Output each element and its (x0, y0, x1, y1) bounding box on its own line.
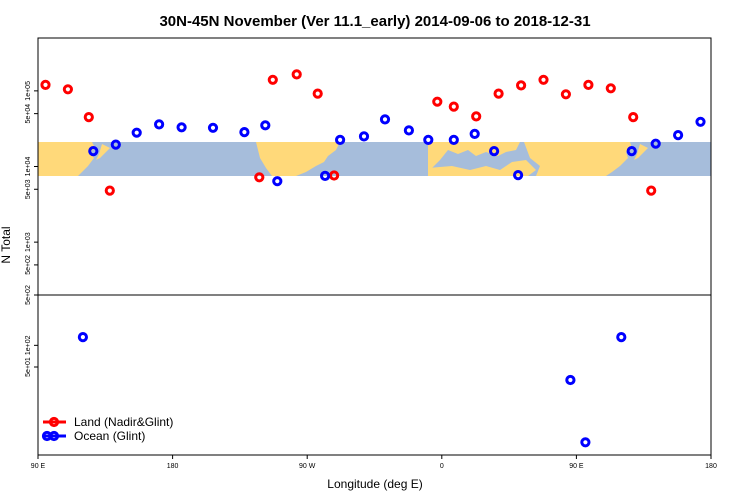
ocean-point (650, 138, 661, 149)
y-axes: 1e+05 5e+04 1e+04 5e+03 1e+03 5e+02 5e+02 1e+02… (25, 81, 38, 377)
ocean-point (239, 127, 250, 138)
ocean-point (489, 146, 500, 157)
x-tick-label: 90 W (299, 463, 316, 470)
upper-y-tick-label: 5e+02 (25, 255, 32, 275)
land-asia-east (524, 142, 632, 176)
land-point (267, 74, 278, 85)
ocean-point (207, 122, 219, 133)
lower-y-tick-label: 5e+01 (25, 357, 32, 377)
upper-y-tick-label: 5e+03 (25, 179, 32, 199)
land-africa-mideast (428, 160, 536, 176)
chart-title: 30N-45N November (Ver 11.1_early) 2014-0… (159, 13, 590, 30)
land-point (312, 88, 323, 99)
x-tick-label: 90 E (31, 463, 46, 470)
land-point (516, 80, 527, 91)
x-tick-label: 180 (167, 463, 179, 470)
land-japan-east (634, 144, 648, 160)
ocean-point (626, 146, 637, 157)
ocean-point (379, 114, 391, 125)
x-axis: 90 E 180 90 W 0 90 E 180 (31, 455, 717, 470)
legend-marker-land (48, 416, 60, 428)
ocean-point (565, 374, 576, 386)
land-point (448, 101, 459, 112)
land-point (254, 172, 265, 183)
land-point (560, 89, 572, 100)
land-point (62, 84, 74, 95)
ocean-point (403, 125, 414, 136)
y-axis-label: N Total (0, 226, 13, 263)
x-tick-label: 90 E (569, 463, 584, 470)
ocean-point (448, 134, 459, 145)
ocean-point (580, 437, 591, 448)
legend: Land (Nadir&Glint) Ocean (Glint) (41, 415, 173, 443)
upper-y-tick-label: 5e+04 (25, 104, 32, 124)
ocean-point (616, 332, 627, 343)
ocean-point (131, 127, 142, 138)
ocean-point (77, 332, 89, 343)
land-point (40, 79, 51, 91)
upper-y-tick-label: 1e+03 (25, 232, 32, 252)
ocean-point (260, 120, 271, 131)
x-tick-label: 0 (440, 463, 444, 470)
upper-y-tick-label: 1e+04 (25, 157, 32, 177)
ocean-point (469, 128, 480, 139)
legend-marker-ocean-b (48, 430, 60, 442)
land-point (605, 83, 616, 94)
ocean-point (272, 176, 283, 187)
map-band (38, 142, 711, 176)
lower-y-tick-label: 1e+02 (25, 335, 32, 355)
land-japan-west (96, 144, 110, 160)
ocean-point (513, 170, 524, 181)
upper-y-tick-label: 1e+05 (25, 81, 32, 101)
land-point (583, 79, 594, 91)
ocean-point (358, 131, 370, 142)
land-north-america (256, 142, 340, 176)
lower-y-tick-label: 5e+02 (25, 285, 32, 305)
x-axis-label: Longitude (deg E) (327, 477, 422, 491)
land-point (493, 88, 504, 99)
lower-panel-frame (37, 294, 712, 456)
ocean-point (88, 146, 99, 157)
x-tick-label: 180 (705, 463, 717, 470)
legend-item-ocean: Ocean (Glint) (41, 429, 145, 443)
land-point (628, 112, 639, 123)
land-point (646, 185, 657, 196)
ocean-point (320, 170, 331, 181)
land-point (471, 111, 482, 122)
land-point (329, 170, 340, 181)
ocean-point (176, 122, 187, 133)
land-point (83, 112, 94, 123)
ocean-point (335, 134, 346, 145)
legend-label-ocean: Ocean (Glint) (74, 429, 145, 443)
data-points (40, 69, 706, 448)
land-point (104, 185, 115, 196)
ocean-point (695, 116, 706, 127)
ocean-point (110, 139, 121, 150)
land-point (432, 96, 443, 107)
legend-item-land: Land (Nadir&Glint) (43, 415, 173, 429)
land-point (291, 69, 302, 80)
ocean-point (673, 130, 684, 141)
land-point (538, 74, 549, 85)
ocean-point (154, 119, 165, 130)
land-asia-west (38, 142, 95, 176)
ocean-point (423, 134, 434, 145)
legend-label-land: Land (Nadir&Glint) (74, 415, 173, 429)
